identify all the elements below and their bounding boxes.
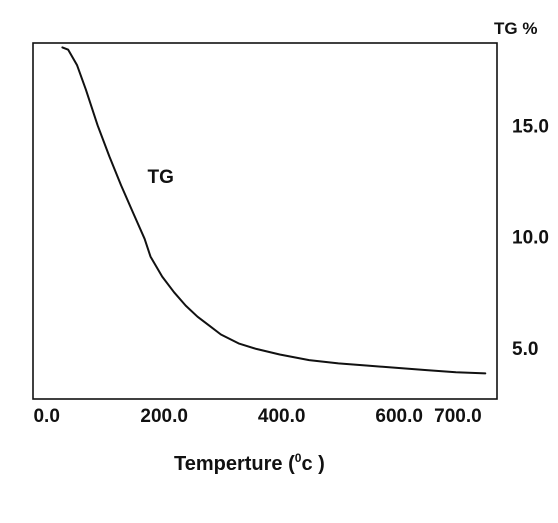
y-tick-labels: 5.0 10.0 15.0 xyxy=(512,116,549,359)
y-tick-label: 5.0 xyxy=(512,339,538,360)
x-tick-label: 0.0 xyxy=(33,406,59,427)
x-tick-label: 600.0 xyxy=(375,406,423,427)
x-tick-label: 400.0 xyxy=(258,406,306,427)
y-axis-label: TG % xyxy=(494,19,537,38)
tg-curve-label: TG xyxy=(148,167,174,188)
y-tick-label: 10.0 xyxy=(512,228,549,249)
plot-frame xyxy=(32,42,498,400)
x-tick-label: 700.0 xyxy=(434,406,482,427)
x-axis-label-degree: 0 xyxy=(295,451,302,465)
x-tick-labels: 0.0 200.0 400.0 600.0 700.0 xyxy=(33,406,481,427)
tg-curve xyxy=(61,46,487,375)
x-axis-label-unit: c ) xyxy=(301,453,324,475)
x-axis-label-main: Temperture ( xyxy=(174,453,295,475)
y-tick-label: 15.0 xyxy=(512,116,549,137)
x-tick-label: 200.0 xyxy=(140,406,188,427)
x-axis-label: Temperture (0c ) xyxy=(174,451,325,475)
